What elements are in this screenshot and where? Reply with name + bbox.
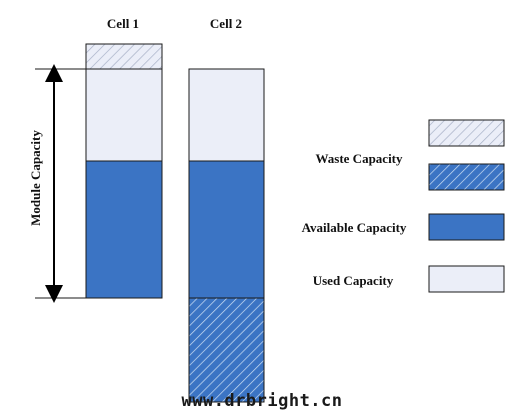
legend-label-available: Available Capacity — [302, 220, 407, 235]
legend-label-waste: Waste Capacity — [315, 151, 403, 166]
legend-swatch-waste-dark — [428, 163, 505, 191]
legend-swatch-waste-light — [428, 119, 505, 147]
legend-swatch-available — [428, 213, 505, 241]
cell-2-waste-segment — [188, 297, 265, 403]
cell-2-title: Cell 2 — [210, 16, 242, 31]
legend-swatch-used — [428, 265, 505, 293]
cell-1-available-segment — [85, 160, 163, 299]
legend: Waste Capacity Available Capacity Used C… — [302, 119, 505, 293]
module-capacity-bracket — [35, 64, 86, 303]
cell-2-used-segment — [188, 68, 265, 162]
legend-label-used: Used Capacity — [313, 273, 394, 288]
cell-2-available-segment — [188, 160, 265, 299]
cell-1-column — [85, 43, 163, 299]
module-capacity-label: Module Capacity — [28, 130, 43, 226]
cell-1-title: Cell 1 — [107, 16, 139, 31]
cell-2-column — [188, 68, 265, 403]
watermark-text: www.drbright.cn — [181, 391, 342, 411]
cell-1-used-segment — [85, 68, 163, 162]
cell-1-waste-segment — [85, 43, 163, 70]
